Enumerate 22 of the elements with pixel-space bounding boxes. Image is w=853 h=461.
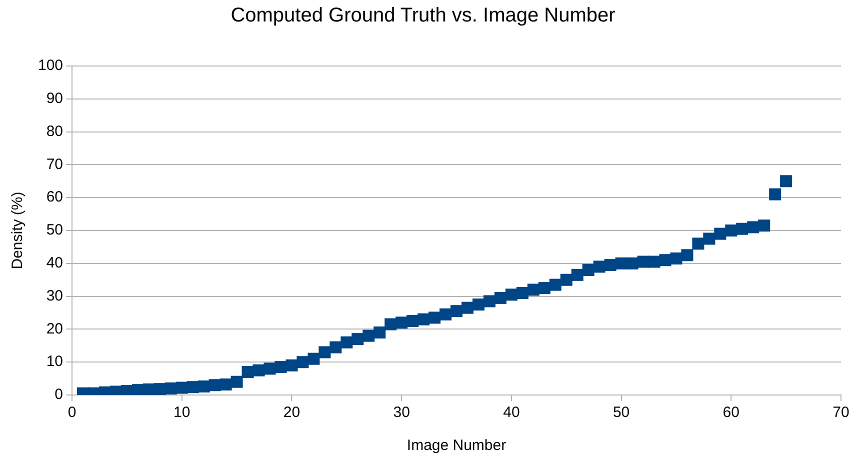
chart-title: Computed Ground Truth vs. Image Number [230,4,616,27]
y-tick-label: 90 [46,90,64,108]
y-tick-label: 20 [46,320,64,338]
y-tick-label: 30 [46,287,64,304]
y-tick-label: 50 [46,222,64,239]
y-tick-label: 70 [46,156,64,173]
x-tick-label: 70 [832,404,850,422]
x-axis-title: Image Number [406,437,506,454]
x-tick-label: 10 [174,404,190,422]
y-tick-label: 40 [46,254,64,272]
y-tick-label: 100 [38,57,64,74]
x-tick-label: 30 [393,404,410,422]
y-tick-label: 60 [46,188,64,206]
y-tick-label: 80 [46,122,64,140]
y-tick-label: 10 [46,353,64,370]
x-tick-label: 50 [612,404,630,422]
y-axis-title: Density (%) [9,192,26,270]
x-tick-label: 0 [68,404,76,422]
x-tick-label: 20 [283,404,300,422]
y-tick-label: 0 [54,386,64,404]
x-tick-label: 60 [722,404,740,422]
x-tick-label: 40 [503,404,520,422]
